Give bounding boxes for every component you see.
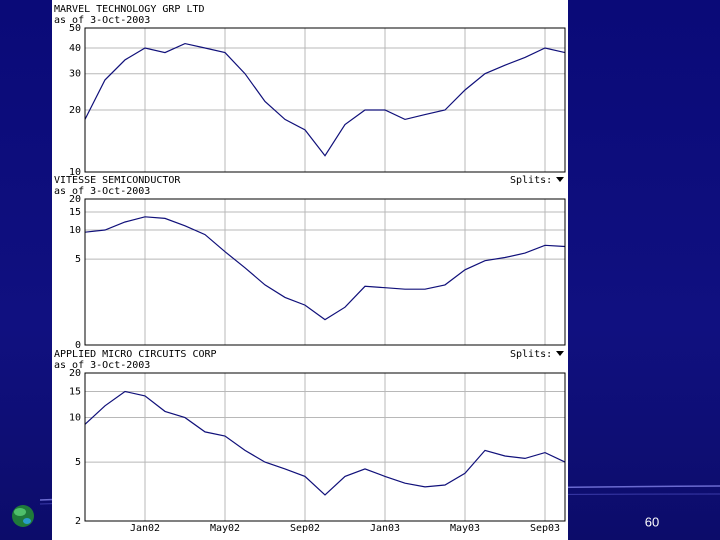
y-tick-label: 15 xyxy=(69,386,81,397)
chart-subtitle: as of 3-Oct-2003 xyxy=(54,186,150,197)
chart-title: VITESSE SEMICONDUCTOR xyxy=(54,175,181,186)
x-tick-label: Jan03 xyxy=(370,523,400,534)
price-line xyxy=(84,390,566,496)
page-number: 60 xyxy=(645,514,659,529)
y-tick-label: 20 xyxy=(69,368,81,379)
x-tick-label: Sep02 xyxy=(290,523,320,534)
y-tick-label: 10 xyxy=(69,225,81,236)
chart-title: APPLIED MICRO CIRCUITS CORP xyxy=(54,349,217,360)
plot-area xyxy=(85,199,565,345)
y-tick-label: 5 xyxy=(75,457,81,468)
x-tick-label: May03 xyxy=(450,523,480,534)
splits-label: Splits: xyxy=(510,175,552,186)
plot-border xyxy=(84,372,566,522)
y-tick-label: 0 xyxy=(75,340,81,351)
y-tick-label: 20 xyxy=(69,105,81,116)
plot-area xyxy=(85,373,565,521)
chart-title: MARVEL TECHNOLOGY GRP LTD xyxy=(54,4,205,15)
plot-border xyxy=(84,27,566,173)
x-tick-label: May02 xyxy=(210,523,240,534)
x-tick-label: Sep03 xyxy=(530,523,560,534)
chart-subtitle: as of 3-Oct-2003 xyxy=(54,15,150,26)
y-tick-label: 20 xyxy=(69,194,81,205)
plot-area xyxy=(85,28,565,172)
plot-border xyxy=(84,198,566,346)
x-tick-label: Jan02 xyxy=(130,523,160,534)
y-tick-label: 2 xyxy=(75,516,81,527)
y-tick-label: 10 xyxy=(69,167,81,178)
y-tick-label: 10 xyxy=(69,413,81,424)
splits-dropdown[interactable] xyxy=(556,177,564,182)
price-line xyxy=(84,216,566,321)
chart-subtitle: as of 3-Oct-2003 xyxy=(54,360,150,371)
globe-icon xyxy=(12,505,34,527)
y-tick-label: 50 xyxy=(69,23,81,34)
y-tick-label: 15 xyxy=(69,207,81,218)
y-tick-label: 5 xyxy=(75,254,81,265)
y-tick-label: 40 xyxy=(69,43,81,54)
y-tick-label: 30 xyxy=(69,69,81,80)
splits-label: Splits: xyxy=(510,349,552,360)
splits-dropdown[interactable] xyxy=(556,351,564,356)
price-line xyxy=(84,42,566,157)
